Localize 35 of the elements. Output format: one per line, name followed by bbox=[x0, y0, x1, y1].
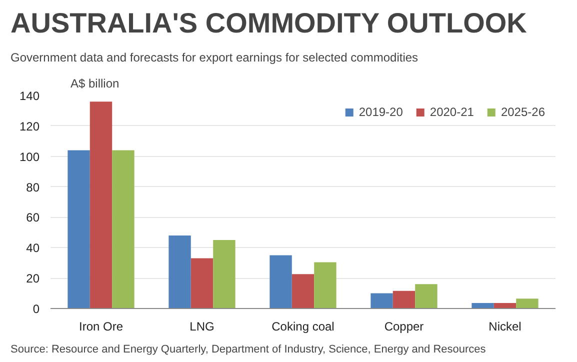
bar bbox=[190, 258, 214, 308]
x-tick-label: LNG bbox=[190, 320, 214, 334]
legend-label: 2020-21 bbox=[430, 105, 474, 119]
bar bbox=[415, 284, 438, 308]
legend-label: 2025-26 bbox=[500, 105, 545, 119]
x-tick-label: Coking coal bbox=[272, 320, 334, 334]
bar bbox=[112, 150, 134, 308]
bar bbox=[68, 150, 90, 308]
y-tick-label: 120 bbox=[19, 119, 40, 134]
source-note: Source: Resource and Energy Quarterly, Department of Industry, Science, Energy and Resources bbox=[10, 344, 486, 356]
chart-title: AUSTRALIA'S COMMODITY OUTLOOK bbox=[10, 8, 527, 38]
bar bbox=[472, 303, 494, 308]
y-tick-label: 0 bbox=[32, 302, 40, 316]
y-tick-label: 100 bbox=[19, 150, 40, 164]
x-tick-label: Iron Ore bbox=[78, 320, 124, 334]
bar bbox=[516, 298, 538, 308]
y-tick-label: 20 bbox=[26, 272, 40, 286]
bar bbox=[90, 102, 112, 308]
legend-label: 2019-20 bbox=[358, 105, 403, 119]
bar bbox=[213, 240, 236, 308]
y-axis-title: A$ billion bbox=[70, 76, 120, 90]
bar bbox=[314, 262, 336, 308]
x-tick-label: Copper bbox=[384, 320, 424, 334]
y-tick-label: 80 bbox=[26, 180, 40, 194]
y-tick-label: 40 bbox=[26, 241, 40, 256]
chart-subtitle: Government data and forecasts for export earnings for selected commodities bbox=[10, 50, 418, 64]
bar bbox=[292, 274, 314, 308]
y-tick-label: 140 bbox=[19, 89, 40, 103]
y-tick-label: 60 bbox=[26, 210, 40, 225]
bar bbox=[494, 303, 516, 308]
x-tick-label: Nickel bbox=[488, 320, 522, 334]
bar bbox=[168, 235, 191, 308]
bar bbox=[370, 293, 393, 308]
bar bbox=[270, 255, 292, 308]
bar bbox=[392, 290, 416, 308]
